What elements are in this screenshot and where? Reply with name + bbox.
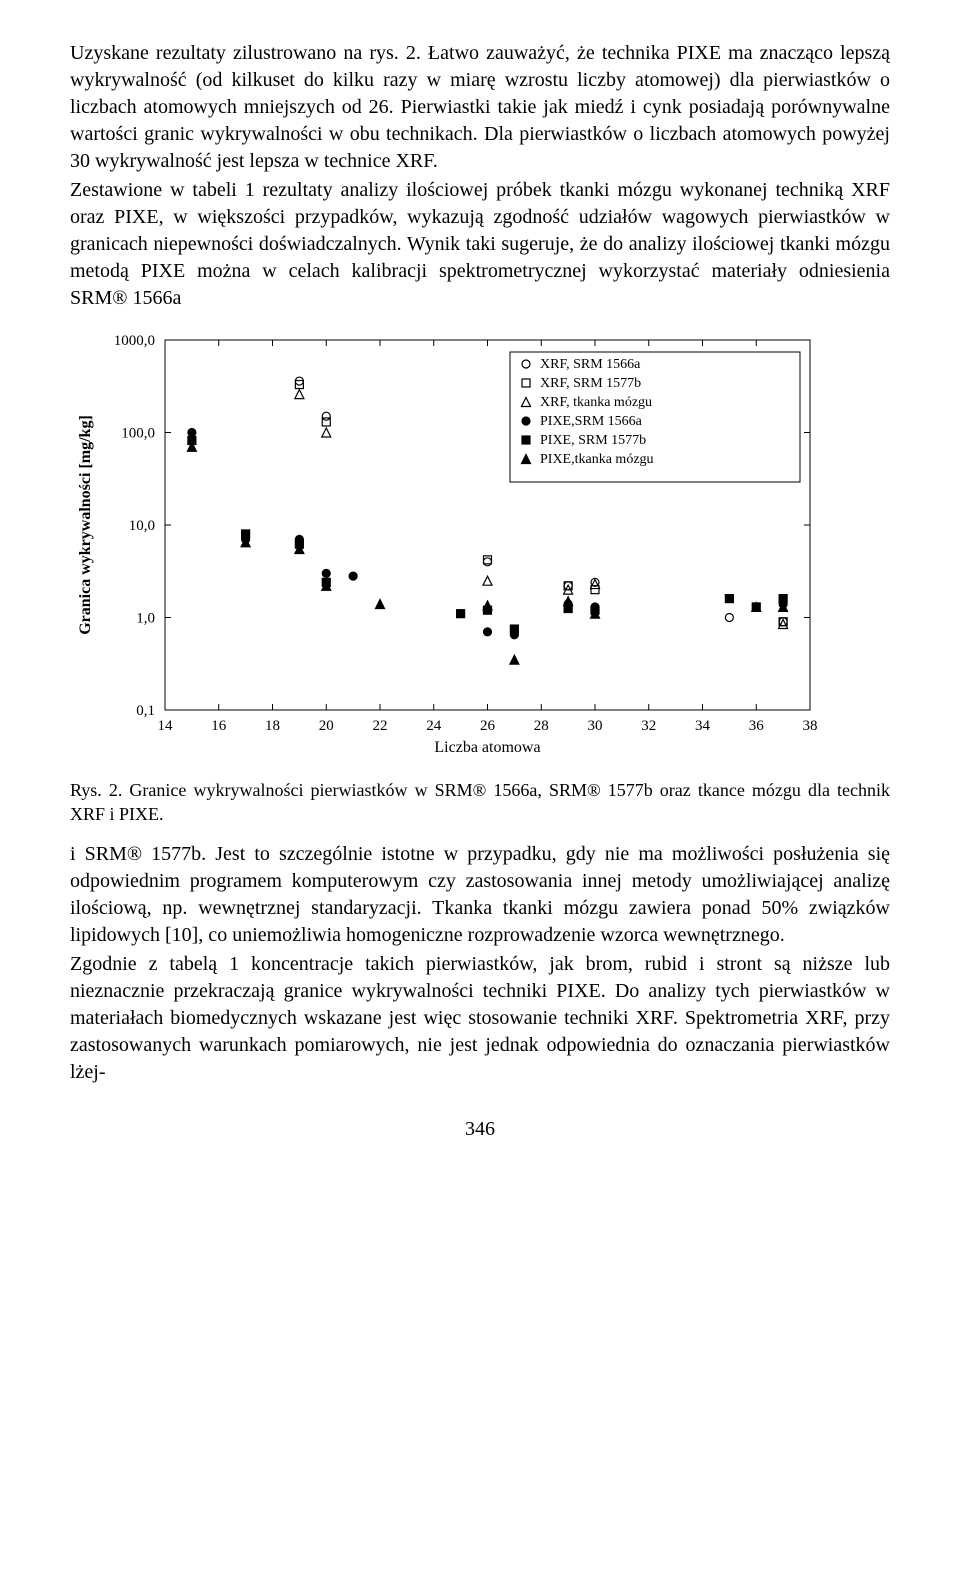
svg-text:1000,0: 1000,0: [114, 333, 155, 349]
paragraph-4: Zgodnie z tabelą 1 koncentracje takich p…: [70, 951, 890, 1086]
paragraph-1: Uzyskane rezultaty zilustrowano na rys. …: [70, 40, 890, 175]
svg-text:24: 24: [426, 718, 442, 734]
svg-text:10,0: 10,0: [129, 518, 155, 534]
chart-svg: 14 16 18 20 22 24 26 28 30 32 34 36 38 Liczba atomowa…: [70, 330, 830, 770]
svg-text:PIXE,tkanka mózgu: PIXE,tkanka mózgu: [540, 452, 654, 467]
svg-text:XRF, SRM 1566a: XRF, SRM 1566a: [540, 357, 641, 372]
page-number: 346: [70, 1116, 890, 1143]
svg-text:22: 22: [373, 718, 388, 734]
svg-text:30: 30: [588, 718, 603, 734]
svg-text:XRF, tkanka mózgu: XRF, tkanka mózgu: [540, 395, 652, 410]
svg-text:26: 26: [480, 718, 496, 734]
svg-text:36: 36: [749, 718, 765, 734]
svg-text:34: 34: [695, 718, 711, 734]
figure-2-caption: Rys. 2. Granice wykrywalności pierwiastk…: [70, 778, 890, 827]
paragraph-2: Zestawione w tabeli 1 rezultaty analizy …: [70, 177, 890, 312]
svg-text:1,0: 1,0: [136, 611, 155, 627]
paragraph-3: i SRM® 1577b. Jest to szczególnie istotn…: [70, 841, 890, 949]
svg-text:28: 28: [534, 718, 549, 734]
svg-text:PIXE,SRM 1566a: PIXE,SRM 1566a: [540, 414, 643, 429]
figure-2-chart: 14 16 18 20 22 24 26 28 30 32 34 36 38 Liczba atomowa…: [70, 330, 890, 770]
svg-text:14: 14: [158, 718, 174, 734]
svg-text:0,1: 0,1: [136, 703, 155, 719]
svg-text:18: 18: [265, 718, 280, 734]
svg-text:16: 16: [211, 718, 227, 734]
svg-text:XRF, SRM 1577b: XRF, SRM 1577b: [540, 376, 641, 391]
svg-text:Granica wykrywalności [mg/kg]: Granica wykrywalności [mg/kg]: [77, 415, 94, 635]
svg-text:20: 20: [319, 718, 334, 734]
svg-text:PIXE, SRM 1577b: PIXE, SRM 1577b: [540, 433, 646, 448]
svg-text:Liczba atomowa: Liczba atomowa: [434, 739, 540, 756]
svg-text:32: 32: [641, 718, 656, 734]
svg-text:100,0: 100,0: [121, 426, 155, 442]
svg-text:38: 38: [803, 718, 818, 734]
